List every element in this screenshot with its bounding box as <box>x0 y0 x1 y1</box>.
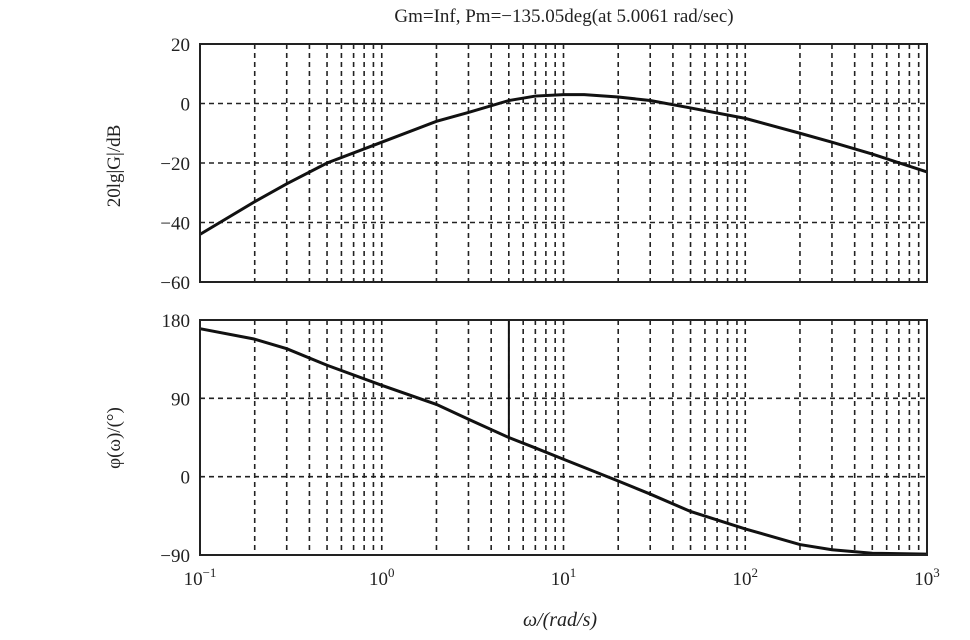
phase-ytick-label: −90 <box>160 546 190 567</box>
phase-frame <box>199 319 928 556</box>
chart-title: Gm=Inf, Pm=−135.05deg(at 5.0061 rad/sec) <box>394 6 733 27</box>
x-axis-label: ω/(rad/s) <box>523 609 597 631</box>
magnitude-panel: 20 0 −20 −40 −60 20lg|G|/dB <box>104 35 928 294</box>
magnitude-ytick-label: 0 <box>181 95 191 116</box>
phase-ytick-label: 180 <box>162 311 191 332</box>
xtick-label: 103 <box>914 565 940 590</box>
xtick-label: 102 <box>733 565 759 590</box>
phase-curve <box>199 327 928 556</box>
phase-ytick-label: 90 <box>171 389 190 410</box>
xtick-label: 100 <box>369 565 395 590</box>
magnitude-ytick-label: −20 <box>160 154 190 175</box>
phase-ylabel: φ(ω)/(°) <box>104 407 125 469</box>
phase-y-ticks: 180 90 0 −90 <box>160 311 190 567</box>
xtick-label: 101 <box>551 565 577 590</box>
magnitude-ytick-label: −40 <box>160 214 190 235</box>
magnitude-grid <box>200 44 927 282</box>
phase-grid <box>200 320 927 555</box>
xtick-label: 10−1 <box>184 565 217 590</box>
magnitude-curve <box>199 93 928 236</box>
phase-ytick-label: 0 <box>181 468 191 489</box>
phase-panel: 180 90 0 −90 10−1 100 101 102 103 φ(ω)/(°) ω/(r… <box>104 311 940 631</box>
magnitude-ytick-label: −60 <box>160 273 190 294</box>
x-ticks: 10−1 100 101 102 103 <box>184 565 940 590</box>
magnitude-y-ticks: 20 0 −20 −40 −60 <box>160 35 190 294</box>
magnitude-frame <box>199 43 928 283</box>
magnitude-ylabel: 20lg|G|/dB <box>104 125 125 208</box>
magnitude-ytick-label: 20 <box>171 35 190 56</box>
